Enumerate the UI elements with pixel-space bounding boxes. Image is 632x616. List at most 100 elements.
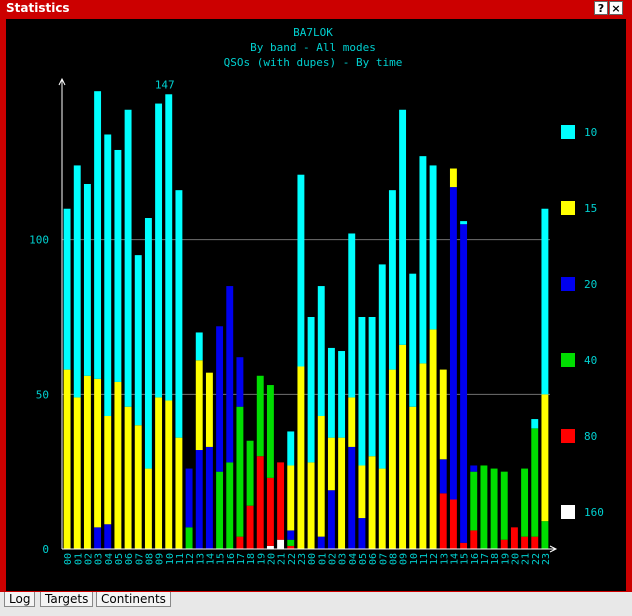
bar-layer <box>63 91 549 549</box>
bar-segment-40 <box>470 471 478 531</box>
axis-layer <box>58 77 558 553</box>
bar-segment-15 <box>175 437 183 549</box>
bar-segment-15 <box>155 397 163 549</box>
x-tick-label: 04 <box>348 553 359 565</box>
legend-label-20: 20 <box>584 278 597 291</box>
x-tick-label: 10 <box>409 553 420 565</box>
x-tick-label: 06 <box>368 553 379 565</box>
bar-segment-10 <box>83 183 91 376</box>
x-tick-label: 19 <box>256 553 267 565</box>
legend-swatch-160 <box>561 505 575 519</box>
grid-layer <box>62 239 550 395</box>
x-tick-label: 07 <box>134 553 145 565</box>
bar-segment-10 <box>338 351 346 438</box>
legend-swatch-15 <box>561 201 575 215</box>
window-title: Statistics <box>6 1 70 15</box>
bar-segment-40 <box>500 471 508 540</box>
x-tick-label: 06 <box>124 553 135 565</box>
x-tick-label: 10 <box>165 553 176 565</box>
bar-segment-80 <box>439 493 447 549</box>
x-tick-label: 05 <box>114 553 125 565</box>
bar-segment-15 <box>399 344 407 549</box>
chart-subtitle: By band - All modes <box>250 41 376 54</box>
bar-segment-40 <box>541 521 549 549</box>
legend-swatch-20 <box>561 277 575 291</box>
x-tick-label: 07 <box>378 553 389 565</box>
bar-segment-15 <box>134 425 142 549</box>
bar-segment-10 <box>94 91 102 379</box>
bar-segment-40 <box>521 468 529 537</box>
bar-segment-40 <box>226 462 234 549</box>
bar-segment-40 <box>287 539 295 546</box>
x-tick-label: 03 <box>94 553 105 565</box>
bar-segment-15 <box>429 329 437 549</box>
x-tick-label: 05 <box>358 553 369 565</box>
bar-segment-20 <box>348 446 356 549</box>
legend-label-80: 80 <box>584 430 597 443</box>
y-tick-label: 100 <box>29 234 49 247</box>
bar-segment-10 <box>144 218 152 469</box>
bar-segment-15 <box>124 406 132 549</box>
legend-label-15: 15 <box>584 202 597 215</box>
bar-segment-10 <box>297 174 305 367</box>
bar-segment-80 <box>500 539 508 549</box>
bar-segment-160 <box>266 545 274 549</box>
legend-label-160: 160 <box>584 506 604 519</box>
bar-segment-20 <box>195 450 203 549</box>
bar-segment-15 <box>348 397 356 447</box>
bar-segment-40 <box>236 406 244 537</box>
title-bar: Statistics ? × <box>0 0 632 18</box>
bar-segment-15 <box>83 375 91 549</box>
legend-label-10: 10 <box>584 126 597 139</box>
bar-segment-15 <box>419 363 427 549</box>
bar-segment-80 <box>521 536 529 549</box>
bar-segment-10 <box>73 165 81 398</box>
tab-targets[interactable]: Targets <box>40 592 94 607</box>
bar-segment-160 <box>277 539 285 549</box>
bar-segment-15 <box>327 437 335 491</box>
chart-area: BA7LOK By band - All modes QSOs (with dupe… <box>6 19 626 591</box>
bar-segment-15 <box>368 456 376 549</box>
bar-segment-10 <box>307 317 315 463</box>
legend-swatch-80 <box>561 429 575 443</box>
legend-swatch-40 <box>561 353 575 367</box>
bar-segment-15 <box>409 406 417 549</box>
x-tick-label: 03 <box>338 553 349 565</box>
bar-segment-10 <box>165 94 173 401</box>
tab-log[interactable]: Log <box>4 592 36 607</box>
bar-segment-80 <box>266 477 274 546</box>
bar-segment-15 <box>144 468 152 549</box>
x-tick-label: 17 <box>480 553 491 565</box>
close-button[interactable]: × <box>609 1 623 15</box>
bar-segment-40 <box>490 468 498 549</box>
bar-segment-15 <box>114 381 122 549</box>
x-tick-label: 15 <box>216 553 227 565</box>
x-tick-label: 01 <box>73 553 84 565</box>
legend: 10 15 20 40 80 160 <box>561 125 604 519</box>
x-axis-arrow <box>549 545 558 553</box>
bar-segment-20 <box>449 187 457 500</box>
bar-segment-15 <box>165 400 173 549</box>
bar-segment-80 <box>256 456 264 549</box>
tab-bar: Log Targets Continents <box>0 592 632 616</box>
x-tick-label: 14 <box>449 553 460 565</box>
bar-segment-20 <box>439 459 447 494</box>
y-tick-label: 50 <box>36 388 49 401</box>
x-tick-label: 23 <box>541 553 552 565</box>
bar-segment-15 <box>73 397 81 549</box>
bar-segment-80 <box>246 505 254 549</box>
bar-segment-15 <box>63 369 71 549</box>
bar-segment-20 <box>358 518 366 549</box>
bar-segment-15 <box>307 462 315 549</box>
x-tick-label: 09 <box>155 553 166 565</box>
x-tick-label: 08 <box>144 553 155 565</box>
x-tick-label: 19 <box>500 553 511 565</box>
help-button[interactable]: ? <box>594 1 608 15</box>
tab-continents[interactable]: Continents <box>96 592 171 607</box>
bar-segment-40 <box>246 440 254 506</box>
x-tick-label: 15 <box>460 553 471 565</box>
x-tick-label: 20 <box>510 553 521 565</box>
bar-segment-15 <box>338 437 346 549</box>
bar-segment-20 <box>205 446 213 549</box>
bar-segment-80 <box>236 536 244 549</box>
